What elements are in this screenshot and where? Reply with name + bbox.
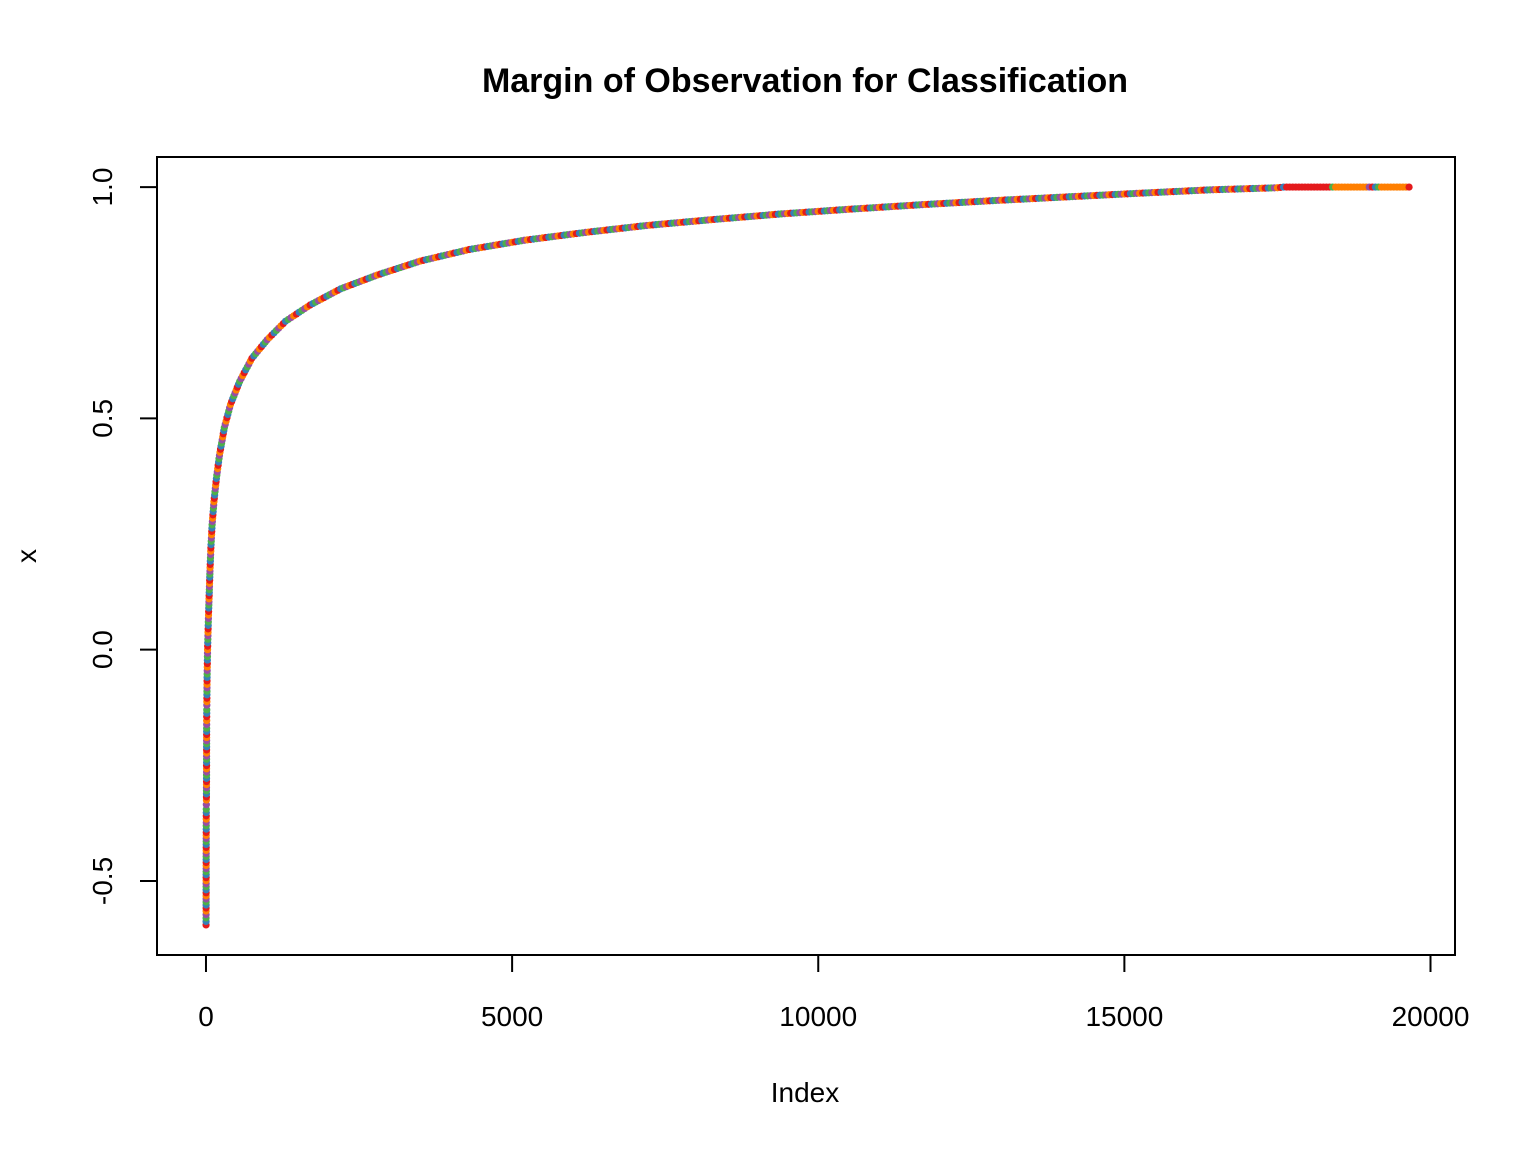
x-tick-label: 5000: [481, 1001, 543, 1032]
x-tick-label: 15000: [1085, 1001, 1163, 1032]
x-tick-label: 10000: [779, 1001, 857, 1032]
x-tick-label: 0: [198, 1001, 214, 1032]
data-points: [202, 183, 1413, 929]
y-tick-label: 0.5: [87, 399, 118, 438]
y-tick-label: 0.0: [87, 630, 118, 669]
chart-title: Margin of Observation for Classification: [482, 62, 1128, 100]
y-axis-label: x: [11, 549, 42, 563]
data-point: [1405, 183, 1413, 191]
plot-frame: [156, 156, 1456, 956]
y-axis: -0.5 0.0 0.5 1.0: [87, 168, 158, 905]
y-tick-label: 1.0: [87, 168, 118, 207]
x-tick-label: 20000: [1392, 1001, 1470, 1032]
x-axis-label: Index: [771, 1077, 840, 1108]
x-axis: 0 5000 10000 15000 20000: [198, 954, 1470, 1032]
y-tick-label: -0.5: [87, 857, 118, 905]
